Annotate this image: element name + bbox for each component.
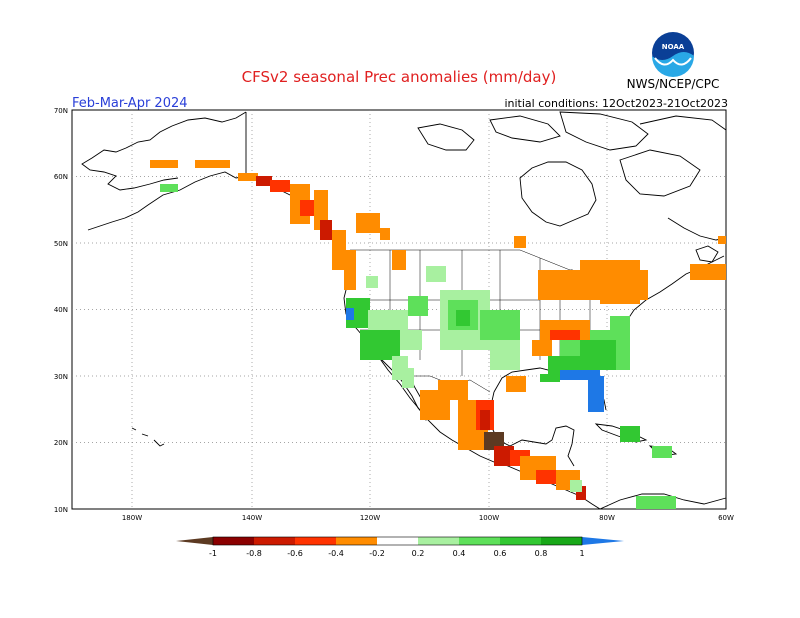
lat-label: 70N [54, 107, 68, 115]
legend-tick-label: 0.4 [453, 549, 466, 558]
lon-label: 180W [122, 514, 142, 522]
lat-label: 10N [54, 506, 68, 514]
lat-label: 30N [54, 373, 68, 381]
legend-tick-label: -0.4 [328, 549, 344, 558]
legend-tick-label: 0.2 [412, 549, 425, 558]
legend-swatch-gt-pos1 [582, 537, 624, 545]
legend-tick-labels: -1 -0.8 -0.6 -0.4 -0.2 0.2 0.4 0.6 0.8 1 [209, 549, 585, 558]
legend-tick-label: 0.8 [535, 549, 548, 558]
legend-swatch-pos06-pos08 [500, 537, 541, 545]
latitude-labels: 70N 60N 50N 40N 30N 20N 10N [54, 107, 68, 514]
legend-tick-label: 1 [579, 549, 584, 558]
lon-label: 140W [242, 514, 262, 522]
legend-swatch-pos08-pos1 [541, 537, 582, 545]
legend-swatch-pos04-pos06 [459, 537, 500, 545]
legend-swatch-neg1-neg08 [213, 537, 254, 545]
lon-label: 120W [360, 514, 380, 522]
legend-tick-label: -1 [209, 549, 217, 558]
color-legend [176, 536, 624, 546]
lat-label: 50N [54, 240, 68, 248]
map-frame [71, 109, 727, 510]
legend-swatch-pos02-pos04 [418, 537, 459, 545]
season-label: Feb-Mar-Apr 2024 [72, 96, 188, 111]
legend-swatch-neg08-neg06 [254, 537, 295, 545]
legend-swatch-lt-neg1 [176, 537, 213, 545]
agency-label: NWS/NCEP/CPC [627, 77, 720, 91]
init-conditions-label: initial conditions: 12Oct2023-21Oct2023 [504, 97, 728, 110]
legend-swatch-neg06-neg04 [295, 537, 336, 545]
legend-tick-label: -0.2 [369, 549, 385, 558]
legend-tick-label: 0.6 [494, 549, 507, 558]
lon-label: 60W [718, 514, 734, 522]
anomaly-patches [150, 160, 726, 509]
legend-tick-label: -0.8 [246, 549, 262, 558]
longitude-labels: 180W 140W 120W 100W 80W 60W [122, 514, 734, 522]
noaa-logo-text: NOAA [662, 43, 685, 51]
lat-label: 40N [54, 306, 68, 314]
legend-swatch-neg04-neg02 [336, 537, 377, 545]
noaa-logo: NOAA [652, 32, 694, 77]
lat-label: 60N [54, 173, 68, 181]
legend-swatch-neutral [377, 537, 418, 545]
lon-label: 100W [479, 514, 499, 522]
map-title: CFSv2 seasonal Prec anomalies (mm/day) [242, 68, 557, 86]
lat-label: 20N [54, 439, 68, 447]
lon-label: 80W [599, 514, 615, 522]
legend-tick-label: -0.6 [287, 549, 303, 558]
